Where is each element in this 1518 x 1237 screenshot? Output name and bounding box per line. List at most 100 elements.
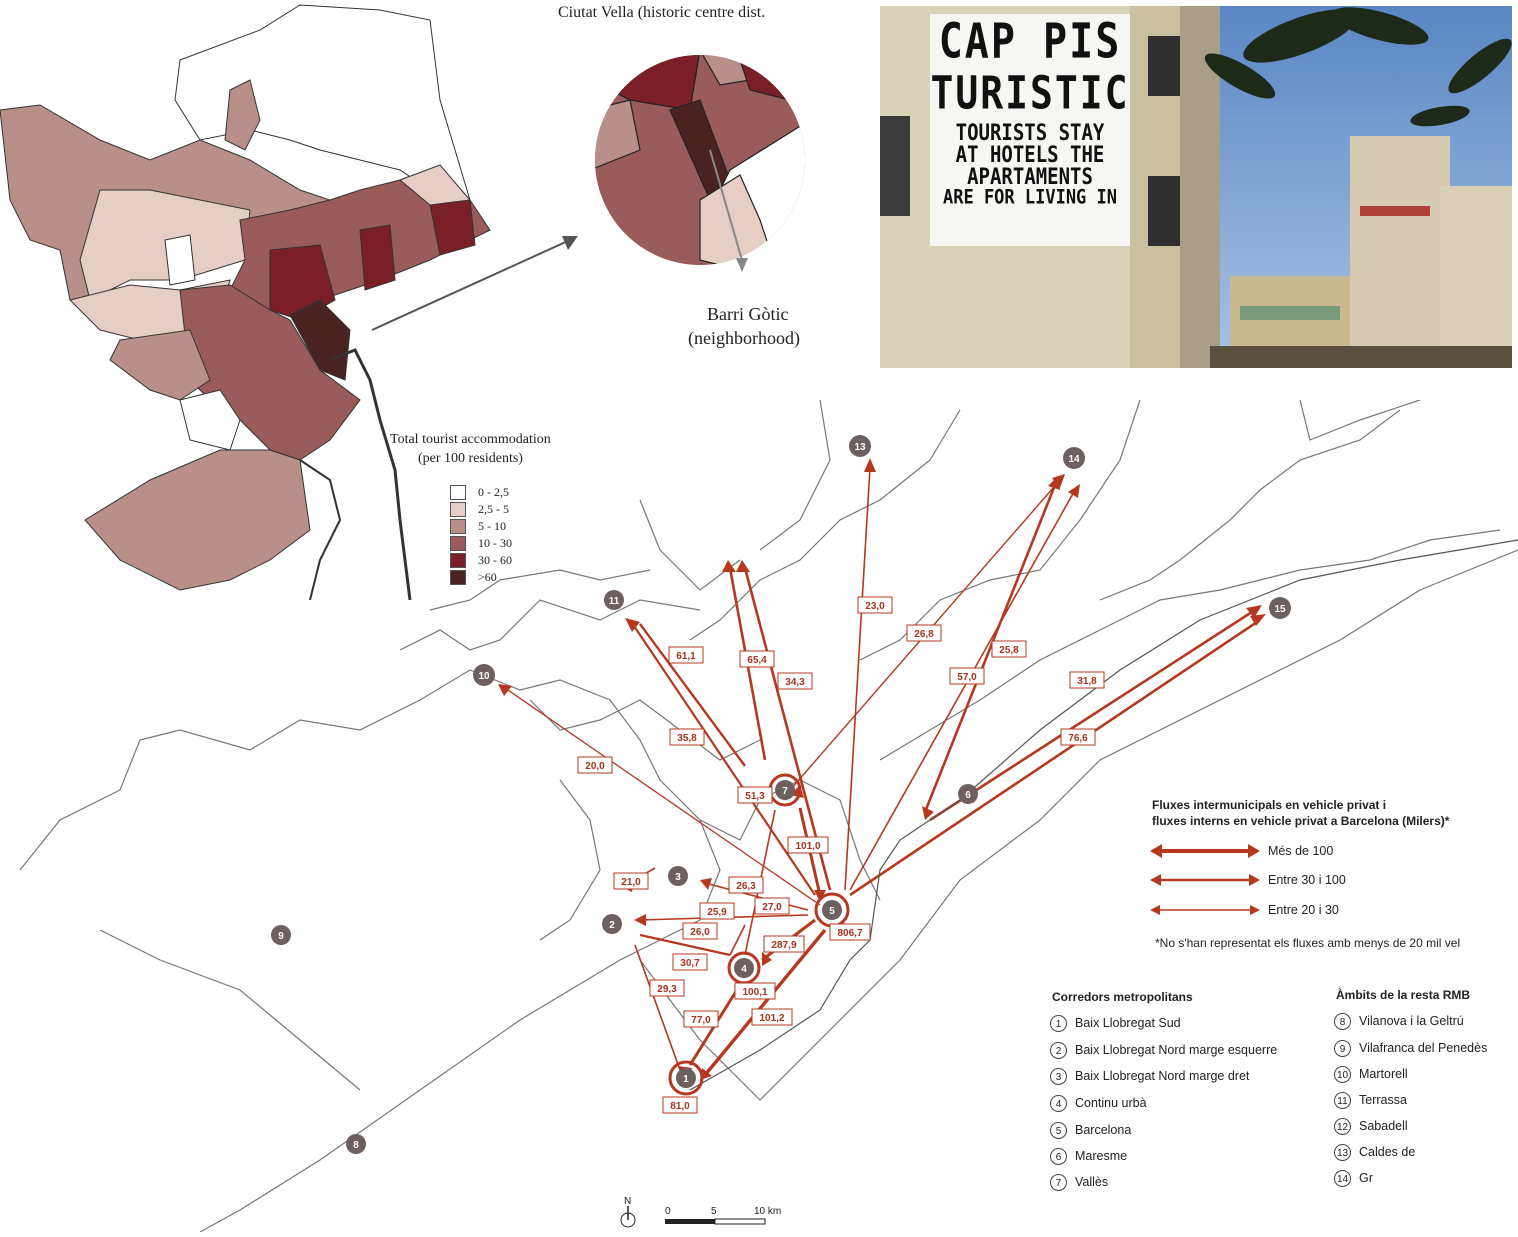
ambit-item: 11 Terrassa: [1334, 1092, 1407, 1109]
flow-label: 77,0: [683, 1010, 719, 1028]
svg-text:76,6: 76,6: [1068, 733, 1088, 744]
flow-legend-low: Entre 20 i 30: [1268, 903, 1339, 917]
node-8: 8: [346, 1134, 366, 1154]
ambit-item: 9 Vilafranca del Penedès: [1334, 1040, 1487, 1057]
flow-map-svg: 1 2 3 4 5 6 7 8 9 10 11 13 14 15 61,1 65…: [19, 399, 1518, 1233]
district: [179, 389, 241, 451]
svg-text:26,3: 26,3: [736, 881, 756, 892]
corridor-item: 5 Barcelona: [1050, 1122, 1131, 1139]
svg-text:806,7: 806,7: [837, 928, 862, 939]
node-3: 3: [668, 866, 688, 886]
legend-title-2: (per 100 residents): [418, 451, 523, 466]
svg-text:29,3: 29,3: [657, 984, 677, 995]
inset-title: Ciutat Vella (historic centre dist.: [558, 4, 766, 21]
flow-label: 20,0: [577, 756, 613, 774]
flow-label: 65,4: [739, 650, 775, 668]
flow-label: 34,3: [777, 672, 813, 690]
svg-text:5: 5: [829, 906, 835, 917]
svg-text:100,1: 100,1: [742, 987, 767, 998]
district: [399, 164, 471, 206]
port-line: [329, 348, 412, 601]
flow-label: 27,0: [754, 897, 790, 915]
flow-legend-title-2: fluxes interns en vehicle privat a Barce…: [1152, 814, 1450, 828]
flow-label: 287,9: [763, 935, 805, 953]
tourism-choropleth-map: Ciutat Vella (historic centre dist. Barr…: [0, 0, 860, 601]
svg-text:77,0: 77,0: [691, 1015, 711, 1026]
inset-label-2: (neighborhood): [688, 328, 800, 348]
flow-label: 51,3: [737, 786, 773, 804]
inset-label-1: Barri Gòtic: [707, 304, 789, 324]
svg-text:20,0: 20,0: [585, 761, 605, 772]
svg-text:10: 10: [478, 671, 490, 682]
flow-arrow: [703, 928, 827, 1077]
flow-label: 57,0: [949, 667, 985, 685]
inset-pointer: [371, 239, 571, 331]
flow-arrow: [849, 618, 1261, 897]
svg-text:7: 7: [782, 786, 788, 797]
flow-label: 101,0: [787, 836, 829, 854]
svg-text:2: 2: [609, 920, 615, 931]
flow-arrow: [639, 933, 731, 957]
node-14: 14: [1063, 447, 1085, 469]
svg-text:27,0: 27,0: [762, 902, 782, 913]
node-2: 2: [602, 914, 622, 934]
svg-text:51,3: 51,3: [745, 791, 765, 802]
flow-label: 101,2: [751, 1008, 793, 1026]
svg-text:30,7: 30,7: [680, 958, 700, 969]
flow-label: 35,8: [669, 728, 705, 746]
region-outlines: [19, 399, 1518, 1233]
banner-text: CAP PIS TURISTIC TOURISTS STAY AT HOTELS…: [930, 14, 1130, 210]
scale-bar: 0 5 10 km: [665, 1206, 781, 1225]
flow-label: 31,8: [1069, 671, 1105, 689]
flow-label: 25,9: [699, 902, 735, 920]
svg-text:10 km: 10 km: [754, 1206, 781, 1217]
node-6: 6: [958, 784, 978, 804]
inset-label-pointer-head: [736, 258, 748, 272]
flow-label: 26,3: [728, 876, 764, 894]
flow-map: 1 2 3 4 5 6 7 8 9 10 11 13 14 15 61,1 65…: [0, 399, 1518, 1233]
legend-title-1: Total tourist accommodation: [390, 432, 551, 447]
flow-footnote: *No s'han representat els fluxes amb men…: [1155, 936, 1461, 950]
svg-text:101,2: 101,2: [759, 1013, 784, 1024]
svg-text:4: 4: [741, 964, 747, 975]
svg-text:61,1: 61,1: [676, 651, 696, 662]
svg-text:6: 6: [965, 790, 971, 801]
flow-label: 806,7: [829, 923, 871, 941]
ambit-item: 14 Gr: [1334, 1170, 1373, 1187]
inset-label-pointer: [709, 149, 743, 261]
district: [84, 449, 311, 591]
svg-text:21,0: 21,0: [621, 877, 641, 888]
flow-legend-arrows: [1150, 844, 1260, 915]
flow-arrow: [743, 567, 832, 891]
svg-text:1: 1: [683, 1074, 689, 1085]
corridors-title: Corredors metropolitans: [1052, 990, 1193, 1004]
flow-arrow: [849, 489, 1076, 891]
inset-circle: [595, 55, 805, 265]
ambits-title: Àmbits de la resta RMB: [1336, 988, 1471, 1002]
flow-label: 76,6: [1060, 728, 1096, 746]
flow-label: 23,0: [857, 596, 893, 614]
flow-arrow: [729, 924, 746, 956]
flow-arrow: [634, 944, 681, 1071]
corridor-item: 6 Maresme: [1050, 1148, 1127, 1165]
svg-text:8: 8: [353, 1140, 359, 1151]
district: [224, 79, 261, 151]
north-arrow-icon: N: [620, 1196, 636, 1228]
svg-text:23,0: 23,0: [865, 601, 885, 612]
corridor-item: 1 Baix Llobregat Sud: [1050, 1015, 1181, 1032]
node-4: 4: [727, 951, 761, 985]
svg-text:26,8: 26,8: [914, 629, 934, 640]
node-5: 5: [814, 892, 850, 928]
ambit-item: 12 Sabadell: [1334, 1118, 1408, 1135]
ambit-item: 13 Caldes de: [1334, 1144, 1415, 1161]
choropleth-svg: [0, 0, 805, 601]
svg-text:81,0: 81,0: [670, 1101, 690, 1112]
flow-label: 29,3: [649, 979, 685, 997]
flow-label: 100,1: [734, 982, 776, 1000]
inset-pointer-head: [562, 236, 578, 250]
flow-arrow: [929, 608, 1256, 822]
corridor-item: 3 Baix Llobregat Nord marge dret: [1050, 1068, 1249, 1085]
svg-text:25,9: 25,9: [707, 907, 727, 918]
flow-label: 26,0: [682, 922, 718, 940]
district: [359, 224, 396, 291]
